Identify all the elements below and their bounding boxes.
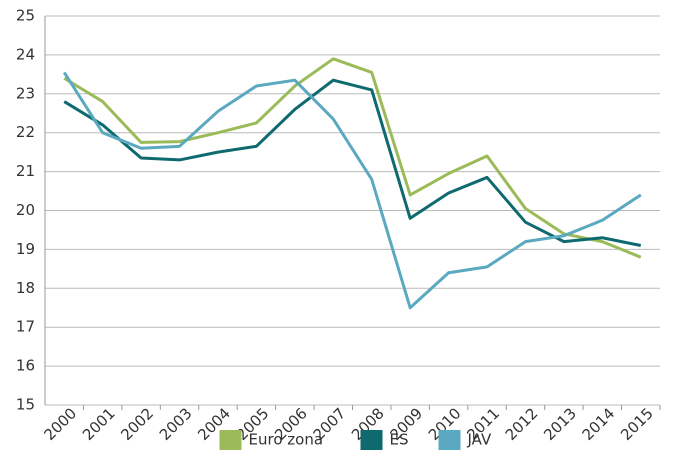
legend-label: JAV bbox=[467, 431, 492, 449]
y-tick-label: 20 bbox=[16, 201, 35, 219]
y-tick-label: 23 bbox=[16, 84, 35, 102]
x-tick-label: 2001 bbox=[79, 404, 119, 444]
y-tick-label: 17 bbox=[16, 318, 35, 336]
y-tick-label: 18 bbox=[16, 279, 35, 297]
x-tick-label: 2002 bbox=[117, 404, 157, 444]
x-tick-label: 2000 bbox=[40, 404, 80, 444]
y-tick-label: 25 bbox=[16, 7, 35, 25]
x-tick-label: 2014 bbox=[579, 404, 619, 444]
x-tick-label: 2013 bbox=[540, 404, 580, 444]
x-tick-label: 2003 bbox=[156, 404, 196, 444]
legend-label: Euro zona bbox=[249, 431, 324, 449]
legend-label: ES bbox=[390, 431, 409, 449]
x-tick-label: 2012 bbox=[502, 404, 542, 444]
y-tick-label: 21 bbox=[16, 162, 35, 180]
series-line bbox=[63, 57, 642, 259]
y-tick-label: 16 bbox=[16, 357, 35, 375]
series-line bbox=[63, 78, 642, 247]
legend-swatch bbox=[219, 430, 242, 450]
y-tick-label: 15 bbox=[16, 396, 35, 414]
series-line bbox=[62, 71, 642, 310]
y-tick-label: 24 bbox=[16, 45, 35, 63]
y-tick-label: 22 bbox=[16, 123, 35, 141]
y-tick-label: 19 bbox=[16, 240, 35, 258]
x-tick-label: 2015 bbox=[617, 404, 657, 444]
legend-swatch bbox=[438, 430, 461, 450]
legend-swatch bbox=[360, 430, 383, 450]
